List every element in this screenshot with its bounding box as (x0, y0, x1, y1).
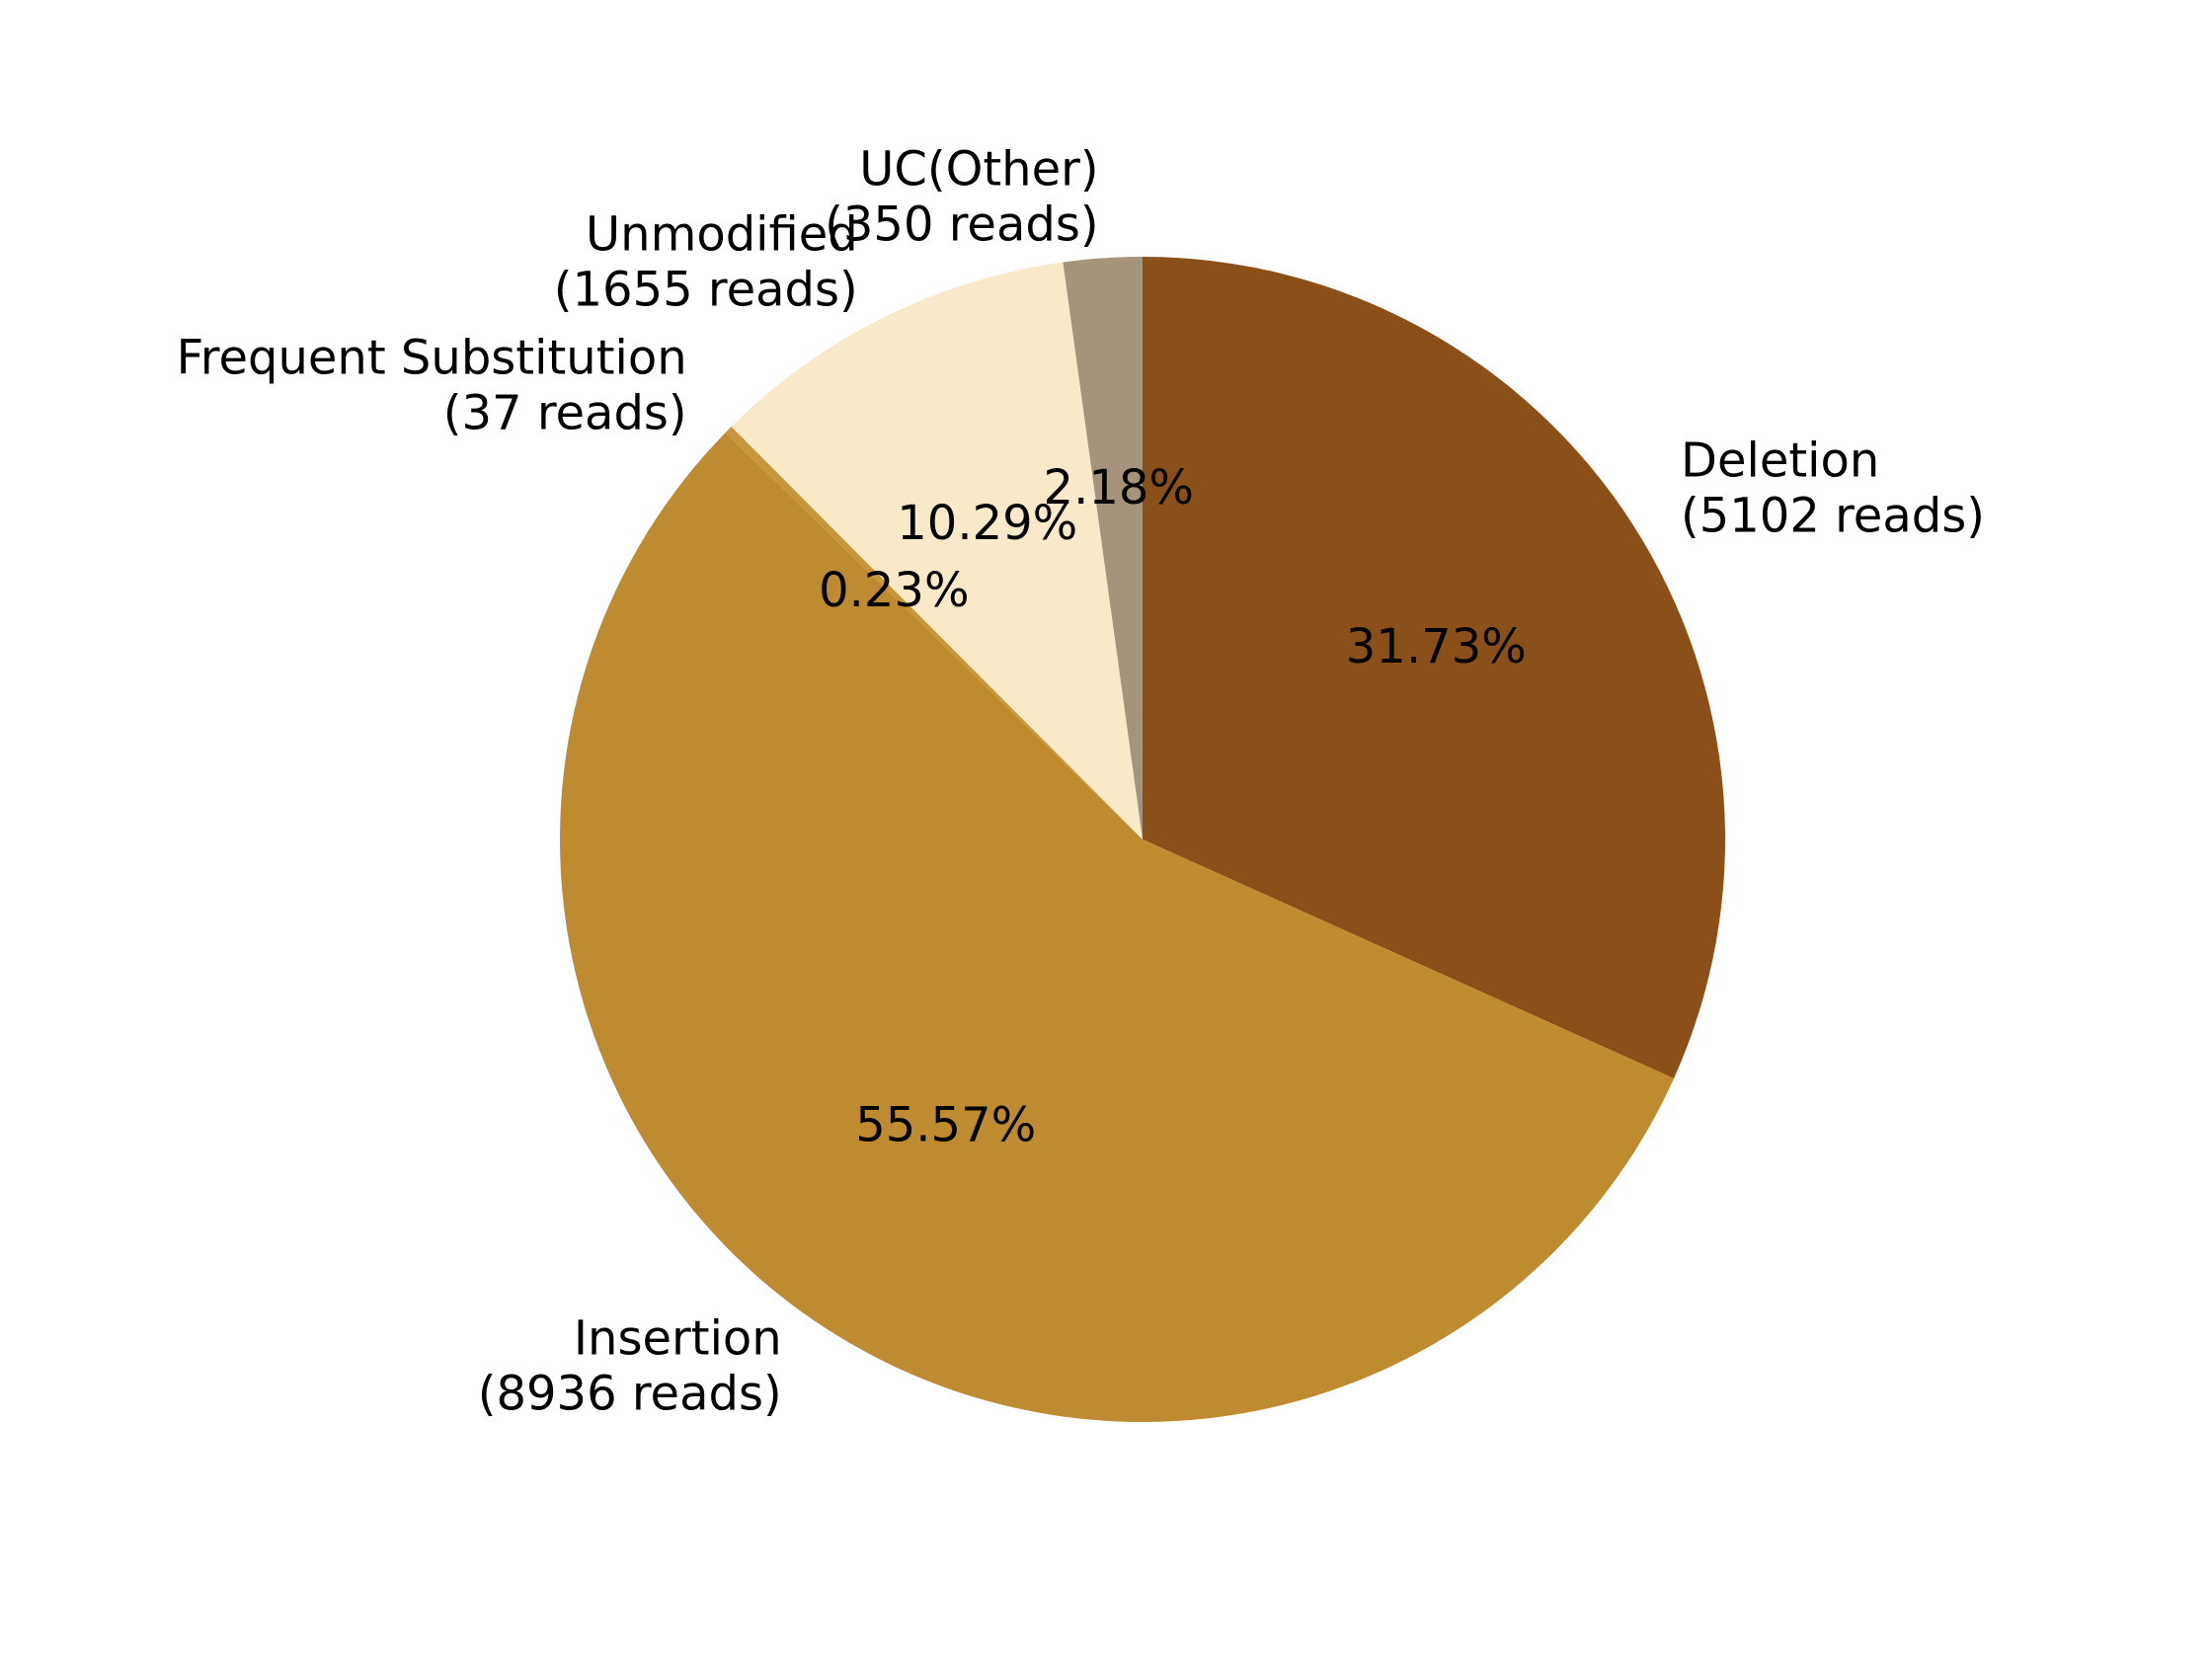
slice-deletion (1143, 257, 1725, 1079)
reads-label-unmodified: (1655 reads) (554, 263, 858, 318)
category-label-deletion: Deletion (1681, 434, 1879, 489)
reads-label-insertion: (8936 reads) (478, 1366, 782, 1421)
category-label-uc-other: UC(Other) (859, 142, 1098, 198)
percent-label-deletion: 31.73% (1346, 619, 1527, 674)
pie-labels: 31.73% Deletion(5102 reads) 55.57% Insertio… (177, 142, 1985, 1422)
category-label-frequent-substitution: Frequent Substitution (177, 331, 687, 386)
category-label-insertion: Insertion (574, 1310, 782, 1366)
slice-insertion (559, 433, 1675, 1423)
slice-frequent-substitution (725, 427, 1143, 839)
category-label-unmodified: Unmodified (586, 207, 858, 263)
pie-slices (559, 257, 1725, 1423)
slice-uc-other (1063, 257, 1143, 839)
reads-label-frequent-substitution: (37 reads) (443, 386, 687, 441)
reads-label-uc-other: (350 reads) (825, 198, 1098, 253)
percent-label-uc-other: 2.18% (1044, 460, 1194, 515)
percent-label-insertion: 55.57% (855, 1098, 1036, 1153)
reads-label-deletion: (5102 reads) (1681, 489, 1985, 544)
percent-label-frequent-substitution: 0.23% (819, 563, 969, 618)
slice-unmodified (731, 262, 1143, 839)
percent-label-unmodified: 10.29% (897, 496, 1077, 551)
